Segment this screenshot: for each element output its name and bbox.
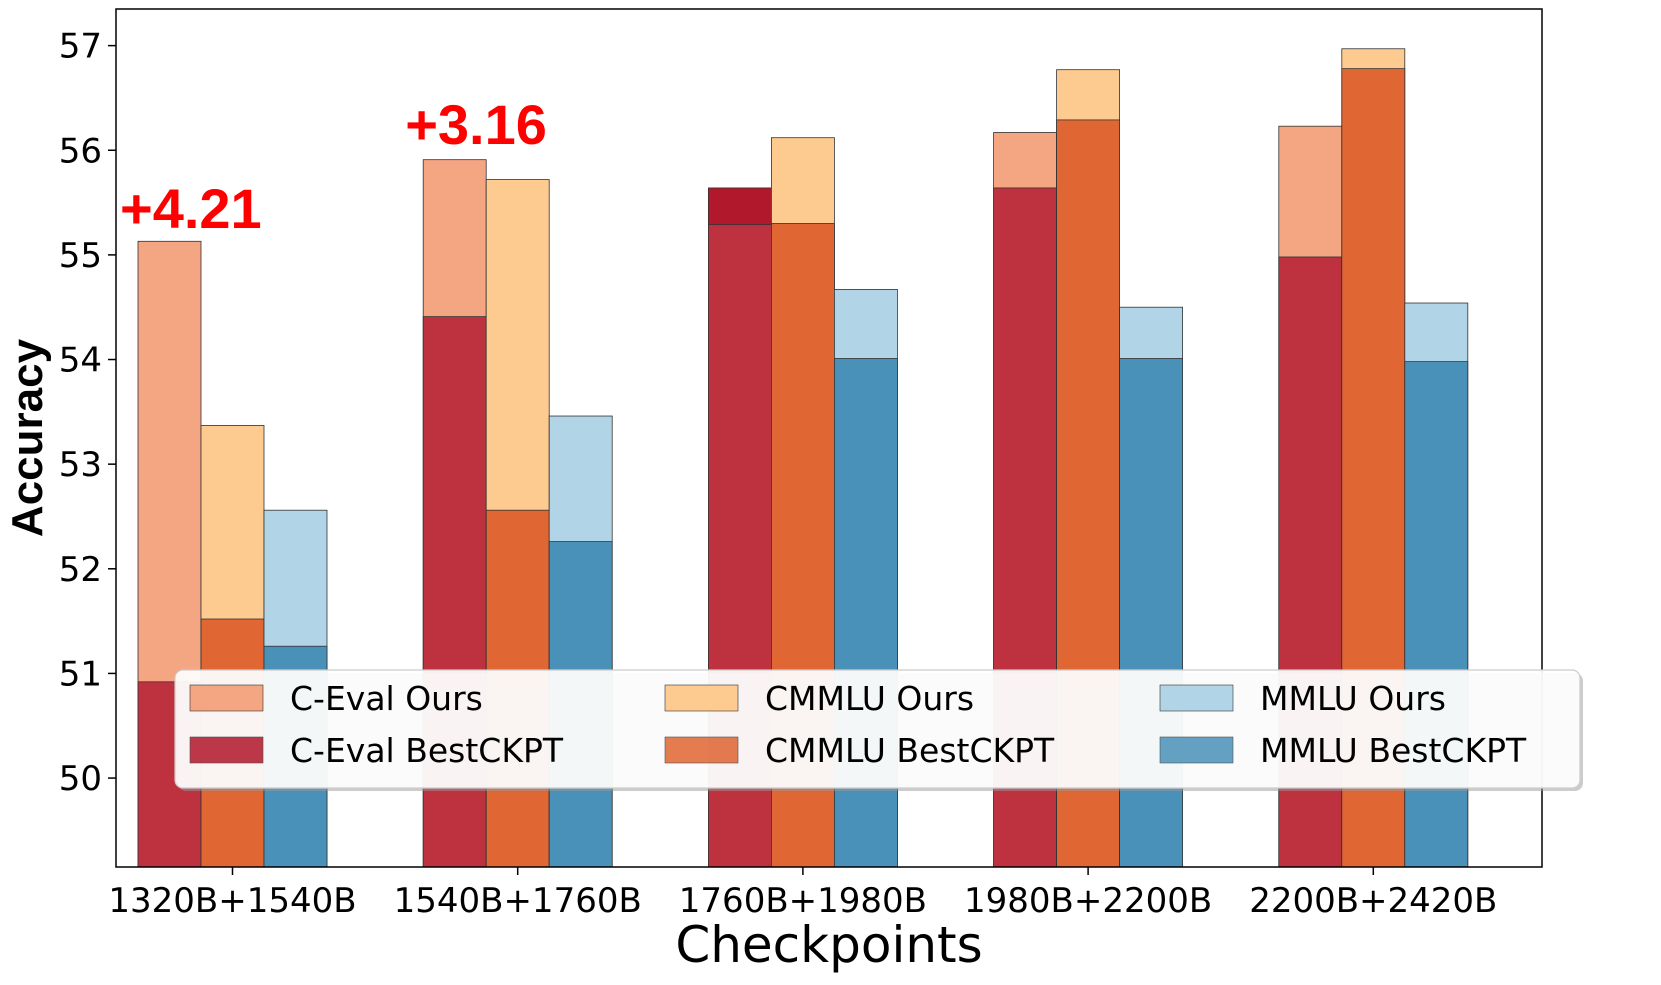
- legend-label-cmmlu-bestckpt: CMMLU BestCKPT: [765, 731, 1055, 770]
- y-tick-label-57: 57: [59, 27, 102, 67]
- bar-mmlu-best-4: [1404, 361, 1469, 868]
- y-axis-title: Accuracy: [3, 338, 52, 537]
- legend-swatch-mmlu-bestckpt: [1159, 736, 1234, 764]
- y-axis-ticks: 50 51 52 53 54 55 56 57: [59, 27, 116, 799]
- x-tick-label-1: 1540B+1760B: [394, 881, 642, 921]
- x-tick-label-4: 2200B+2420B: [1249, 881, 1497, 921]
- y-tick-label-54: 54: [59, 341, 102, 381]
- annotations-layer: +4.21 +3.16: [120, 93, 547, 240]
- y-tick-label-56: 56: [59, 131, 102, 171]
- legend-label-cmmlu-ours: CMMLU Ours: [765, 679, 974, 718]
- plot-frame: [115, 8, 1543, 868]
- y-tick-label-53: 53: [59, 445, 102, 485]
- y-tick-label-55: 55: [59, 236, 102, 276]
- legend-swatch-cmmlu-bestckpt: [664, 736, 739, 764]
- annotation-1: +3.16: [405, 93, 547, 156]
- legend-swatch-mmlu-ours: [1159, 684, 1234, 712]
- y-tick-label-51: 51: [59, 654, 102, 694]
- x-axis-ticks: 1320B+1540B 1540B+1760B 1760B+1980B 1980B+2…: [108, 867, 1497, 921]
- y-tick-label-50: 50: [59, 759, 102, 799]
- annotation-0: +4.21: [120, 177, 262, 240]
- x-tick-label-0: 1320B+1540B: [108, 881, 356, 921]
- legend-label-c-eval-ours: C-Eval Ours: [290, 679, 483, 718]
- legend-label-mmlu-bestckpt: MMLU BestCKPT: [1260, 731, 1527, 770]
- legend-swatch-cmmlu-ours: [664, 684, 739, 712]
- y-tick-label-52: 52: [59, 550, 102, 590]
- legend-swatch-c-eval-bestckpt: [189, 736, 264, 764]
- legend-swatch-c-eval-ours: [189, 684, 264, 712]
- legend: C-Eval Ours CMMLU Ours MMLU Ours C-Eval Bes…: [174, 669, 1583, 791]
- x-tick-label-2: 1760B+1980B: [679, 881, 927, 921]
- legend-label-mmlu-ours: MMLU Ours: [1260, 679, 1446, 718]
- x-axis-title: Checkpoints: [675, 916, 982, 974]
- legend-label-c-eval-bestckpt: C-Eval BestCKPT: [290, 731, 564, 770]
- x-tick-label-3: 1980B+2200B: [964, 881, 1212, 921]
